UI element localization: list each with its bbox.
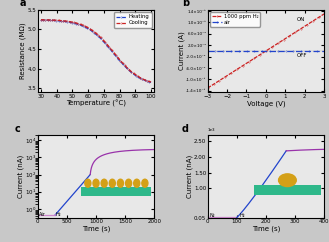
Y-axis label: Resistance (MΩ): Resistance (MΩ): [20, 23, 26, 79]
Cooling: [146, 80, 150, 83]
X-axis label: Time (s): Time (s): [82, 226, 110, 232]
Text: d: d: [182, 124, 189, 134]
1000 ppm H₂: [304, 24, 308, 27]
Text: H₂: H₂: [56, 212, 62, 217]
X-axis label: Temperature (°C): Temperature (°C): [66, 100, 126, 107]
X-axis label: Time (s): Time (s): [252, 226, 280, 232]
Cooling: [92, 30, 96, 33]
Heating: [39, 18, 43, 21]
Text: a: a: [19, 0, 26, 8]
Text: H₂: H₂: [239, 213, 245, 219]
Y-axis label: Current (nA): Current (nA): [186, 155, 193, 198]
Y-axis label: Current (nA): Current (nA): [17, 155, 24, 198]
Line: Heating: Heating: [41, 20, 151, 83]
Heating: [146, 80, 150, 83]
Cooling: [99, 36, 103, 39]
Cooling: [105, 42, 109, 45]
Y-axis label: Current (A): Current (A): [178, 32, 185, 70]
Heating: [129, 71, 133, 74]
Cooling: [149, 81, 153, 83]
X-axis label: Voltage (V): Voltage (V): [246, 100, 285, 106]
air: [275, 50, 279, 53]
Heating: [149, 81, 153, 84]
Text: OFF: OFF: [297, 53, 307, 58]
1000 ppm H₂: [206, 86, 210, 89]
1000 ppm H₂: [206, 87, 210, 90]
air: [311, 50, 315, 53]
Text: ON: ON: [297, 17, 305, 22]
Text: N₂: N₂: [209, 213, 215, 219]
Legend: Heating, Cooling: Heating, Cooling: [114, 12, 152, 28]
Text: Air: Air: [39, 212, 46, 217]
Cooling: [129, 70, 133, 73]
Text: b: b: [182, 0, 189, 8]
Heating: [92, 31, 96, 34]
Line: Cooling: Cooling: [41, 19, 151, 83]
1000 ppm H₂: [277, 41, 281, 44]
Cooling: [91, 30, 95, 33]
air: [206, 50, 210, 53]
1000 ppm H₂: [275, 42, 279, 45]
Line: 1000 ppm H₂: 1000 ppm H₂: [207, 14, 324, 88]
Cooling: [39, 18, 43, 21]
air: [277, 50, 281, 53]
air: [322, 50, 326, 53]
air: [206, 50, 210, 53]
Text: c: c: [14, 124, 20, 134]
Legend: 1000 ppm H₂, air: 1000 ppm H₂, air: [210, 12, 260, 27]
1000 ppm H₂: [311, 19, 315, 22]
1000 ppm H₂: [275, 43, 279, 45]
1000 ppm H₂: [322, 13, 326, 15]
Heating: [99, 37, 103, 40]
Heating: [91, 30, 95, 33]
Heating: [105, 43, 109, 46]
air: [304, 50, 308, 53]
air: [275, 50, 279, 53]
